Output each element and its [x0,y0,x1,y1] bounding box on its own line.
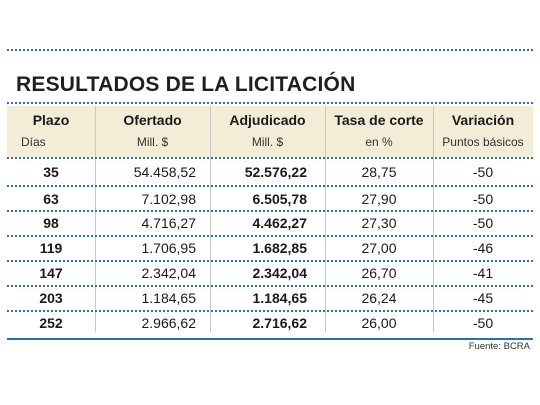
cell-ofertado: 7.102,98 [141,191,197,207]
cell-plazo: 98 [43,215,59,231]
cell-variacion: -45 [472,290,494,306]
cell-plazo: 63 [43,191,59,207]
cell-plazo: 147 [39,265,63,281]
cell-variacion: -50 [472,164,494,180]
subheader-variacion-unit: Puntos básicos [442,135,524,149]
cell-adjudicado: 52.576,22 [244,164,307,180]
title-dotted-rule [7,102,533,104]
header-tasa-de-corte: Tasa de corte [334,112,424,128]
header-adjudicado: Adjudicado [229,112,306,128]
cell-ofertado: 2.966,62 [141,315,197,331]
cell-adjudicado: 1.184,65 [252,290,308,306]
cell-adjudicado: 2.342,04 [252,265,308,281]
subheader-ofertado-unit: Mill. $ [136,135,169,149]
cell-adjudicado: 2.716,62 [252,315,308,331]
cell-adjudicado: 6.505,78 [252,191,308,207]
cell-plazo: 203 [39,290,63,306]
subheader-tasa-unit: en % [365,135,393,149]
cell-tasa: 26,00 [361,315,397,331]
column-separator [325,106,326,332]
cell-ofertado: 2.342,04 [141,265,197,281]
header-ofertado: Ofertado [123,112,182,128]
table-header-background [7,106,533,157]
row-divider [7,310,533,312]
subheader-dias: Días [21,135,46,149]
cell-tasa: 28,75 [361,164,397,180]
cell-plazo: 35 [43,164,59,180]
subheader-adjudicado-unit: Mill. $ [251,135,284,149]
column-separator [210,106,211,332]
table-title: RESULTADOS DE LA LICITACIÓN [16,73,356,96]
cell-tasa: 27,90 [361,191,397,207]
top-dotted-rule [7,49,533,51]
row-divider [7,260,533,262]
cell-variacion: -50 [472,215,494,231]
cell-variacion: -41 [472,265,494,281]
cell-adjudicado: 4.462,27 [252,215,308,231]
cell-tasa: 26,70 [361,265,397,281]
row-divider [7,157,533,159]
header-variacion: Variación [451,112,515,128]
cell-tasa: 26,24 [361,290,397,306]
cell-plazo: 252 [39,315,63,331]
header-plazo: Plazo [32,112,70,128]
cell-tasa: 27,00 [361,240,397,256]
column-separator [95,106,96,332]
row-divider [7,285,533,287]
row-divider [7,185,533,187]
cell-plazo: 119 [39,240,63,256]
source-credit: Fuente: BCRA [468,341,530,352]
cell-variacion: -50 [472,191,494,207]
cell-variacion: -46 [472,240,494,256]
cell-ofertado: 1.706,95 [141,240,197,256]
cell-adjudicado: 1.682,85 [252,240,308,256]
bottom-rule [7,338,533,340]
column-separator [433,106,434,332]
cell-ofertado: 54.458,52 [133,164,196,180]
cell-variacion: -50 [472,315,494,331]
cell-tasa: 27,30 [361,215,397,231]
cell-ofertado: 1.184,65 [141,290,197,306]
row-divider [7,210,533,212]
row-divider [7,235,533,237]
cell-ofertado: 4.716,27 [141,215,197,231]
